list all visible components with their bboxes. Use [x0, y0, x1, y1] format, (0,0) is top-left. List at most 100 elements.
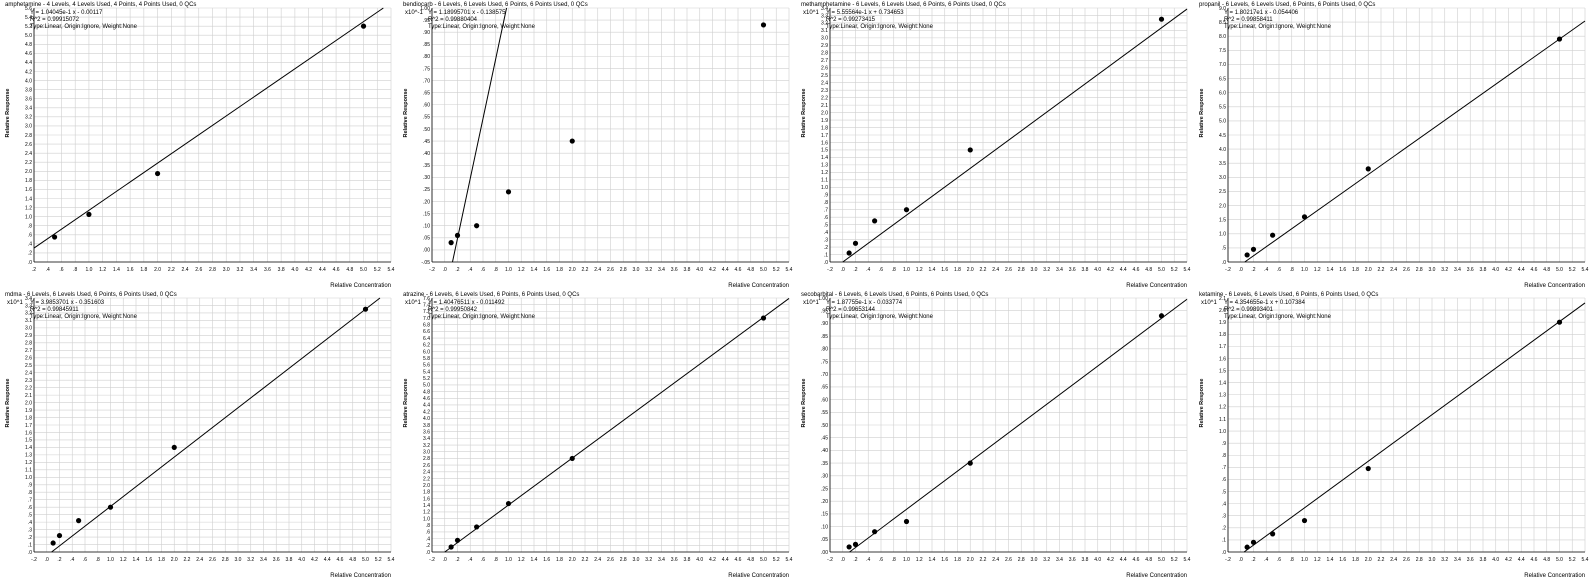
calibration-point[interactable]	[1270, 232, 1276, 238]
x-tick-label: 2.6	[209, 557, 216, 563]
calibration-point[interactable]	[852, 240, 859, 246]
calibration-point[interactable]	[448, 240, 454, 246]
x-tick-label: .2	[57, 557, 61, 563]
y-tick-label: .7	[1222, 465, 1226, 471]
x-tick-label: .2	[853, 557, 857, 563]
y-tick-label: .2	[824, 245, 828, 251]
y-tick-label: 5.8	[423, 356, 430, 362]
y-tick-label: 1.5	[1219, 368, 1226, 374]
y-tick-label: .0	[28, 550, 32, 556]
y-tick-label: .70	[821, 372, 828, 378]
y-tick-label: .00	[423, 248, 430, 254]
y-tick-label: .85	[423, 42, 430, 48]
y-tick-label: 1.1	[1219, 417, 1226, 423]
calibration-point[interactable]	[1301, 517, 1308, 524]
x-axis-label: Relative Concentration	[330, 283, 391, 289]
calibration-point[interactable]	[846, 544, 852, 550]
calibration-point[interactable]	[171, 444, 177, 451]
calibration-point[interactable]	[50, 540, 56, 546]
y-tick-label: 1.4	[1219, 380, 1226, 386]
calibration-point[interactable]	[51, 234, 58, 240]
calibration-point[interactable]	[872, 218, 878, 224]
x-tick-label: 1.2	[916, 267, 923, 273]
y-tick-label: 9.0	[1219, 6, 1226, 12]
calibration-point[interactable]	[107, 504, 114, 510]
y-tick-label: 1.2	[25, 460, 32, 466]
calibration-point[interactable]	[569, 138, 575, 144]
y-tick-label: 6.6	[423, 329, 430, 335]
calibration-point[interactable]	[505, 500, 512, 507]
calibration-point[interactable]	[967, 460, 973, 466]
calibration-point[interactable]	[474, 524, 480, 530]
calibration-point[interactable]	[1250, 539, 1257, 545]
x-tick-label: 5.0	[1556, 557, 1563, 563]
x-tick-label: 2.4	[594, 557, 601, 563]
calibration-point[interactable]	[760, 315, 767, 321]
calibration-point[interactable]	[86, 211, 92, 217]
y-tick-label: 3.4	[821, 6, 828, 12]
calibration-point[interactable]	[474, 223, 480, 229]
x-tick-label: 3.8	[1480, 267, 1487, 273]
calibration-point[interactable]	[846, 250, 852, 256]
x-tick-label: 3.2	[1043, 267, 1050, 273]
x-tick-label: 3.2	[645, 557, 652, 563]
y-tick-label: .15	[821, 512, 828, 518]
x-tick-label: 1.6	[1339, 557, 1346, 563]
calibration-point[interactable]	[1158, 16, 1165, 22]
y-tick-label: 2.3	[821, 88, 828, 94]
calibration-point[interactable]	[1556, 36, 1563, 42]
x-tick-label: 2.6	[1403, 267, 1410, 273]
x-tick-label: 1.8	[556, 267, 563, 273]
calibration-point[interactable]	[454, 537, 461, 543]
calibration-point[interactable]	[1244, 544, 1250, 550]
calibration-point[interactable]	[1365, 465, 1371, 472]
x-tick-label: 1.2	[120, 557, 127, 563]
x-tick-label: 3.8	[286, 557, 293, 563]
calibration-point[interactable]	[505, 189, 512, 195]
x-tick-label: 5.2	[374, 267, 381, 273]
calibration-point[interactable]	[1244, 252, 1250, 258]
y-tick-label: .1	[28, 542, 32, 548]
y-tick-label: 1.2	[1219, 405, 1226, 411]
y-tick-label: 7.0	[423, 316, 430, 322]
y-tick-label: 2.4	[25, 151, 32, 157]
x-tick-label: 3.6	[264, 267, 271, 273]
calibration-point[interactable]	[1301, 214, 1308, 220]
y-tick-label: 5.2	[25, 24, 32, 30]
calibration-point[interactable]	[872, 529, 878, 535]
calibration-point[interactable]	[903, 518, 910, 525]
y-tick-label: 1.4	[423, 503, 430, 509]
calibration-point[interactable]	[448, 544, 454, 550]
calibration-point[interactable]	[1556, 319, 1563, 325]
x-tick-label: .2	[32, 267, 36, 273]
calibration-point[interactable]	[967, 147, 973, 153]
y-tick-label: 1.0	[25, 475, 32, 481]
calibration-point[interactable]	[154, 170, 161, 177]
x-tick-label: 3.0	[223, 267, 230, 273]
calibration-point[interactable]	[852, 541, 859, 547]
calibration-point[interactable]	[1365, 166, 1371, 172]
x-tick-label: 3.8	[1082, 267, 1089, 273]
y-tick-label: .80	[821, 347, 828, 353]
x-tick-label: 1.8	[954, 557, 961, 563]
calibration-point[interactable]	[569, 455, 575, 462]
y-tick-label: .6	[1222, 477, 1226, 483]
x-tick-label: 4.2	[1107, 557, 1114, 563]
x-tick-label: 1.2	[518, 557, 525, 563]
calibration-point[interactable]	[1158, 313, 1165, 319]
calibration-point[interactable]	[1250, 246, 1257, 252]
calibration-point[interactable]	[1270, 531, 1276, 537]
y-tick-label: .5	[824, 222, 828, 228]
calibration-point[interactable]	[454, 232, 461, 238]
y-axis-label: Relative Response	[5, 88, 11, 138]
calibration-point[interactable]	[903, 207, 910, 213]
calibration-point[interactable]	[360, 23, 367, 29]
y-tick-label: 2.6	[25, 356, 32, 362]
calibration-point[interactable]	[76, 518, 82, 524]
y-tick-label: .90	[423, 30, 430, 36]
y-tick-label: 2.0	[25, 400, 32, 406]
x-tick-label: 2.0	[1365, 557, 1372, 563]
calibration-point[interactable]	[760, 22, 767, 28]
calibration-point[interactable]	[56, 532, 63, 539]
calibration-point[interactable]	[362, 306, 369, 312]
